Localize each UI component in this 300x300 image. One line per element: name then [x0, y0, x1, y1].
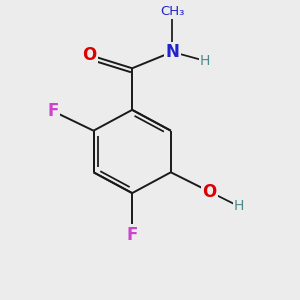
Text: F: F: [127, 226, 138, 244]
Text: O: O: [82, 46, 96, 64]
Text: H: H: [200, 54, 210, 68]
Text: O: O: [202, 183, 217, 201]
Text: CH₃: CH₃: [160, 5, 184, 18]
Text: N: N: [165, 43, 179, 61]
Text: F: F: [48, 102, 59, 120]
Text: H: H: [234, 200, 244, 214]
